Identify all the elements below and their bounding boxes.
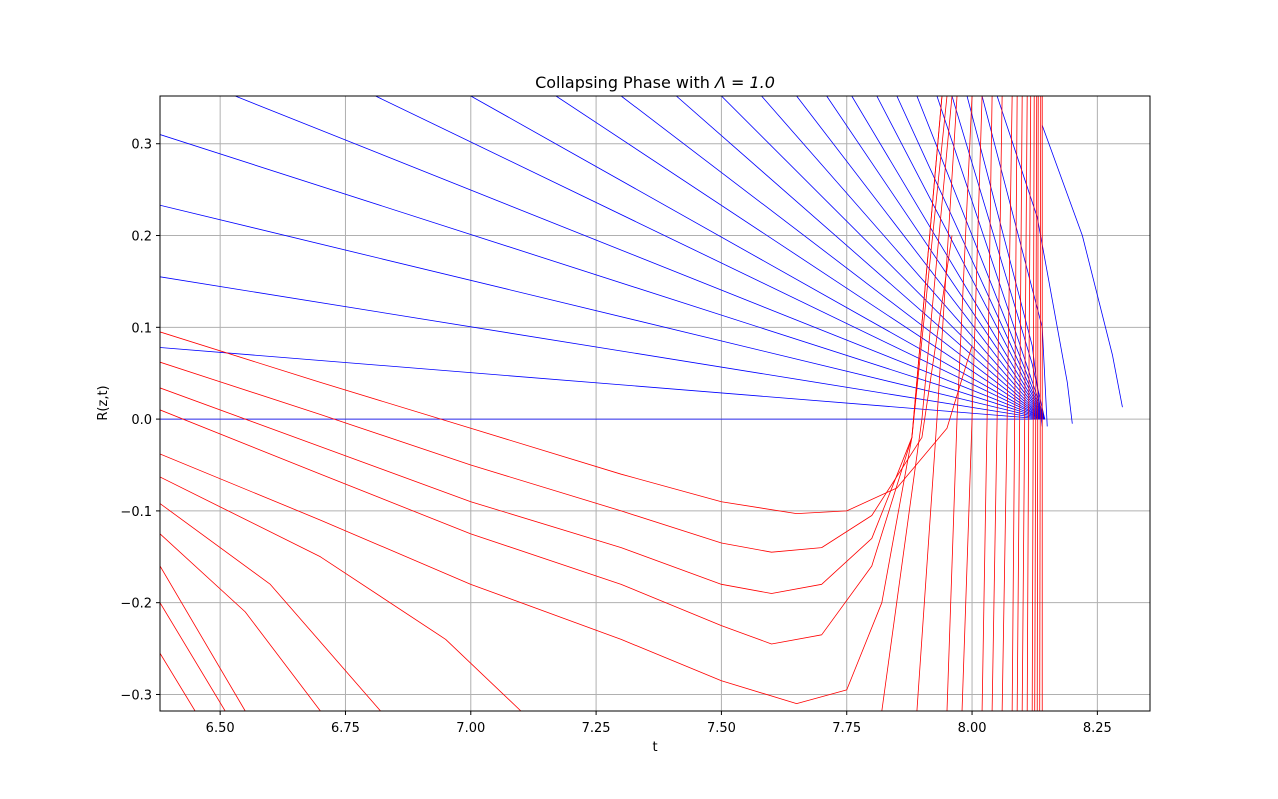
series-line xyxy=(160,235,953,553)
series-line xyxy=(555,96,1045,420)
series-line xyxy=(1021,96,1028,711)
series-line xyxy=(676,96,1045,420)
series-line xyxy=(1041,125,1123,408)
y-axis-label: R(z,t) xyxy=(96,385,111,420)
series-line xyxy=(160,503,381,711)
series-line xyxy=(1026,96,1032,711)
y-tick-label: 0.3 xyxy=(131,138,152,153)
series-line xyxy=(160,96,943,645)
x-axis-label: t xyxy=(652,740,657,755)
series-line xyxy=(881,96,953,711)
y-tick-label: −0.2 xyxy=(120,597,152,612)
series-line xyxy=(966,96,1043,427)
series-line xyxy=(996,96,1073,424)
grid-lines xyxy=(160,96,1150,711)
chart-title: Collapsing Phase with Λ = 1.0 xyxy=(535,73,775,92)
series-line xyxy=(160,347,1045,420)
series-line xyxy=(1039,96,1042,711)
series-line xyxy=(916,96,1046,420)
y-tick-label: 0.1 xyxy=(131,321,152,336)
series-line xyxy=(160,331,973,515)
series-line xyxy=(160,134,1045,420)
series-line xyxy=(160,565,246,711)
series-line xyxy=(1036,96,1039,711)
series-line xyxy=(235,96,1045,420)
series-line xyxy=(936,96,1046,420)
series-line xyxy=(991,96,1003,711)
series-line xyxy=(961,96,983,711)
y-tick-label: −0.1 xyxy=(120,505,152,520)
series-line xyxy=(1031,96,1035,711)
series-line xyxy=(160,652,196,711)
plot-series xyxy=(160,96,1123,711)
series-line xyxy=(160,276,1045,420)
y-tick-label: −0.3 xyxy=(120,688,152,703)
series-line xyxy=(470,96,1045,420)
series-line xyxy=(981,96,993,711)
x-tick-label: 8.25 xyxy=(1083,721,1112,736)
plot-frame xyxy=(159,95,1151,712)
x-tick-label: 7.50 xyxy=(707,721,736,736)
series-line xyxy=(160,533,321,711)
series-line xyxy=(876,96,1046,420)
series-line xyxy=(160,476,522,711)
series-line xyxy=(375,96,1045,420)
series-line xyxy=(761,96,1046,420)
x-tick-label: 6.50 xyxy=(206,721,235,736)
x-tick-label: 6.75 xyxy=(331,721,360,736)
series-line xyxy=(1034,96,1038,711)
series-line xyxy=(1016,96,1023,711)
series-line xyxy=(160,204,1045,420)
y-tick-label: 0.2 xyxy=(131,230,152,245)
series-line xyxy=(721,96,1046,420)
series-line xyxy=(851,96,1046,420)
series-line xyxy=(160,602,226,711)
series-line xyxy=(916,96,958,711)
x-tick-label: 7.75 xyxy=(832,721,861,736)
series-line xyxy=(826,96,1046,420)
series-line xyxy=(1011,96,1018,711)
x-tick-label: 7.00 xyxy=(456,721,485,736)
x-tick-label: 7.25 xyxy=(582,721,611,736)
series-group xyxy=(160,96,1123,711)
x-tick-label: 8.00 xyxy=(958,721,987,736)
y-tick-label: 0.0 xyxy=(131,413,152,428)
y-axis-ticks: −0.3 −0.2 −0.1 0.0 0.1 0.2 0.3 xyxy=(120,138,160,703)
series-line xyxy=(1001,96,1013,711)
series-line xyxy=(796,96,1046,420)
series-line xyxy=(160,96,943,705)
series-line xyxy=(160,96,948,594)
x-axis-ticks: 6.50 6.75 7.00 7.25 7.50 7.75 8.00 8.25 xyxy=(206,711,1112,736)
series-line xyxy=(946,96,973,711)
series-line xyxy=(620,96,1045,420)
